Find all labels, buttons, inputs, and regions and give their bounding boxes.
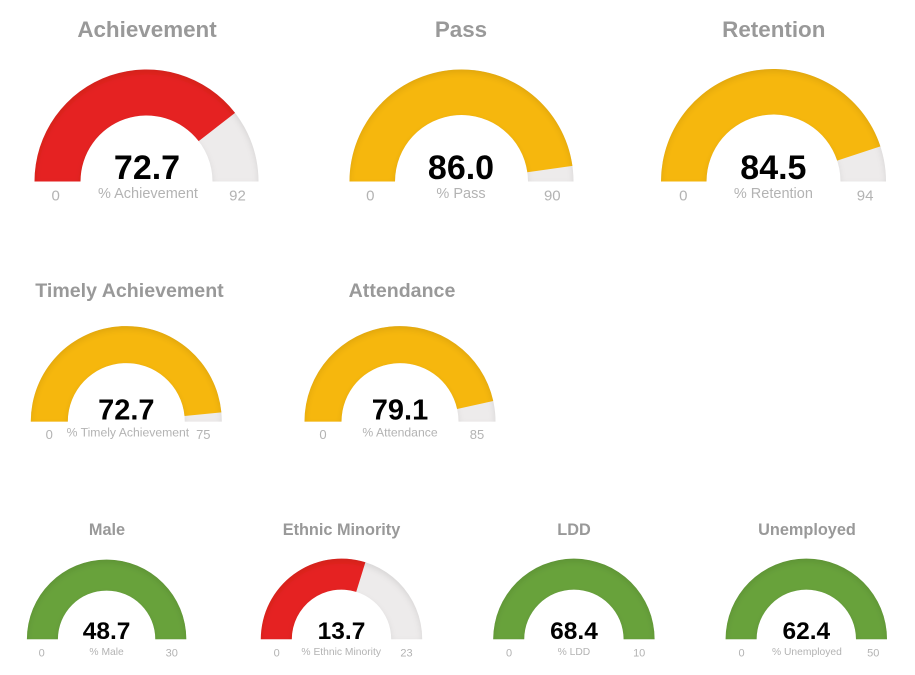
svg-text:Pass: Pass: [435, 17, 487, 42]
svg-text:LDD: LDD: [557, 521, 591, 539]
svg-text:0: 0: [274, 647, 280, 659]
svg-text:0: 0: [738, 647, 744, 659]
svg-text:92: 92: [229, 187, 246, 204]
svg-text:94: 94: [857, 187, 874, 204]
svg-text:13.7: 13.7: [318, 618, 366, 645]
svg-text:0: 0: [52, 187, 60, 204]
svg-text:79.1: 79.1: [372, 395, 428, 427]
svg-text:72.7: 72.7: [114, 149, 180, 187]
svg-text:86.0: 86.0: [428, 149, 494, 187]
svg-text:Timely Achievement: Timely Achievement: [35, 280, 224, 302]
svg-text:Attendance: Attendance: [349, 280, 456, 302]
svg-text:90: 90: [544, 187, 561, 204]
svg-text:0: 0: [39, 647, 45, 659]
svg-text:% Retention: % Retention: [734, 186, 813, 202]
svg-text:% LDD: % LDD: [558, 647, 591, 658]
svg-text:84.5: 84.5: [740, 149, 806, 187]
svg-text:% Attendance: % Attendance: [362, 426, 437, 440]
svg-text:50: 50: [867, 647, 879, 659]
svg-text:68.4: 68.4: [550, 618, 598, 645]
svg-text:75: 75: [196, 427, 210, 442]
svg-text:% Pass: % Pass: [436, 186, 485, 202]
svg-text:0: 0: [46, 427, 53, 442]
svg-text:0: 0: [366, 187, 374, 204]
svg-text:Achievement: Achievement: [77, 17, 217, 42]
svg-text:23: 23: [400, 647, 412, 659]
svg-text:Unemployed: Unemployed: [758, 521, 856, 539]
svg-text:0: 0: [319, 427, 326, 442]
svg-text:Male: Male: [89, 521, 125, 539]
svg-text:62.4: 62.4: [782, 618, 830, 645]
svg-text:% Timely Achievement: % Timely Achievement: [67, 426, 190, 440]
svg-text:Ethnic Minority: Ethnic Minority: [283, 521, 401, 539]
svg-text:% Unemployed: % Unemployed: [772, 647, 842, 658]
svg-text:30: 30: [166, 647, 178, 659]
svg-text:0: 0: [679, 187, 687, 204]
svg-text:% Achievement: % Achievement: [98, 186, 198, 202]
svg-text:% Ethnic Minority: % Ethnic Minority: [301, 647, 381, 658]
svg-text:85: 85: [470, 427, 484, 442]
svg-text:10: 10: [633, 647, 645, 659]
svg-text:72.7: 72.7: [98, 395, 154, 427]
svg-text:0: 0: [506, 647, 512, 659]
svg-text:Retention: Retention: [722, 17, 825, 42]
svg-text:48.7: 48.7: [83, 618, 131, 645]
svg-text:% Male: % Male: [89, 647, 124, 658]
